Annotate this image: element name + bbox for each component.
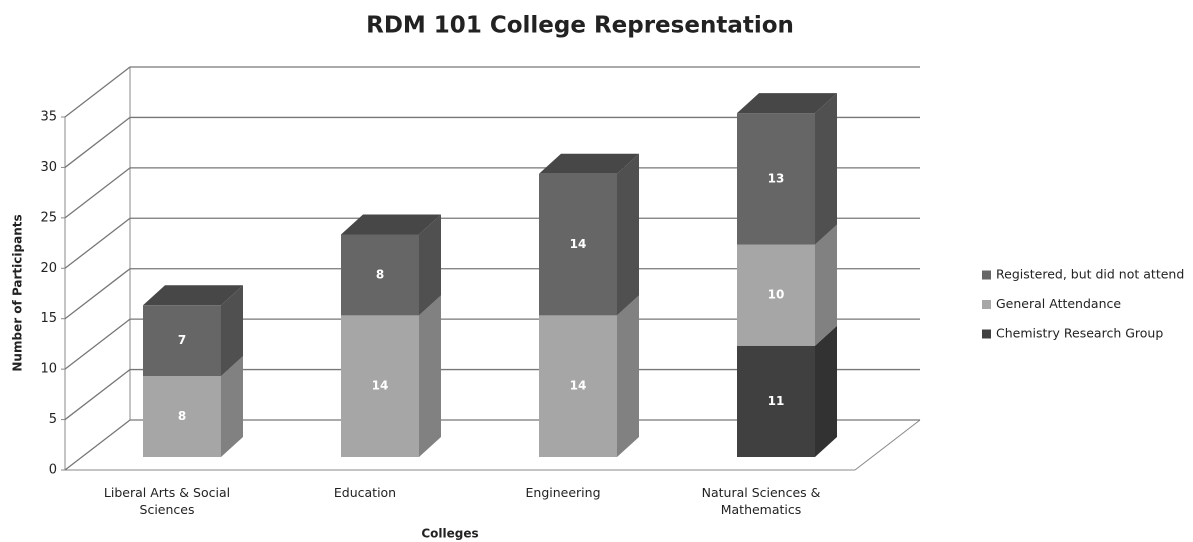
bar-segment bbox=[539, 295, 639, 457]
grid-line bbox=[64, 318, 920, 370]
data-label: 14 bbox=[570, 379, 587, 393]
grid-line bbox=[64, 66, 920, 118]
bar-front bbox=[143, 305, 221, 377]
y-tick-label: 10 bbox=[40, 362, 57, 377]
grid-line bbox=[64, 419, 920, 471]
bar-segment bbox=[341, 214, 441, 316]
legend-swatch bbox=[982, 329, 991, 339]
bar-segment bbox=[737, 325, 837, 457]
grid-line bbox=[64, 116, 920, 168]
bar-side bbox=[221, 356, 243, 457]
legend-label: General Attendance bbox=[996, 296, 1121, 311]
x-axis-label: Colleges bbox=[421, 527, 478, 541]
x-tick-label: Natural Sciences & Mathematics bbox=[701, 485, 821, 517]
data-label: 11 bbox=[768, 394, 785, 408]
data-label: 10 bbox=[768, 288, 785, 302]
bar-side bbox=[221, 285, 243, 377]
x-tick-label: Engineering bbox=[525, 485, 601, 500]
bar-side bbox=[617, 295, 639, 457]
grid-line bbox=[64, 268, 920, 320]
bar-segment bbox=[341, 295, 441, 457]
bar-side bbox=[815, 325, 837, 457]
bar-front bbox=[341, 315, 419, 457]
legend-swatch bbox=[982, 300, 991, 309]
bar-top bbox=[143, 285, 243, 306]
bar-top bbox=[737, 93, 837, 114]
x-tick-label: Education bbox=[333, 485, 397, 500]
data-label: 8 bbox=[178, 409, 186, 423]
y-axis-label: Number of Participants bbox=[11, 214, 25, 371]
bar-front bbox=[737, 244, 815, 346]
bar-top bbox=[539, 153, 639, 174]
y-tick-label: 0 bbox=[49, 463, 57, 478]
data-label: 13 bbox=[768, 171, 785, 185]
bar-front bbox=[737, 113, 815, 245]
bar-front bbox=[539, 173, 617, 316]
data-label: 7 bbox=[178, 333, 186, 347]
y-tick-label: 35 bbox=[40, 110, 57, 125]
grid-line bbox=[64, 167, 920, 219]
bar-segment bbox=[143, 285, 243, 377]
bar-segment bbox=[737, 224, 837, 346]
bar-front bbox=[737, 345, 815, 457]
bar-side bbox=[815, 224, 837, 346]
y-tick-label: 30 bbox=[40, 160, 57, 175]
legend-label: Registered, but did not attend bbox=[996, 267, 1184, 282]
y-tick-label: 20 bbox=[40, 261, 57, 276]
data-label: 14 bbox=[570, 237, 587, 251]
x-tick-label: Liberal Arts & Social Sciences bbox=[103, 485, 231, 517]
y-tick-label: 15 bbox=[40, 311, 57, 326]
legend-label: Chemistry Research Group bbox=[996, 326, 1163, 341]
bar-segment bbox=[143, 356, 243, 457]
bar-segment bbox=[737, 93, 837, 245]
chart-title: RDM 101 College Representation bbox=[366, 13, 794, 39]
legend-swatch bbox=[982, 270, 991, 280]
bar-front bbox=[539, 315, 617, 457]
bar-front bbox=[341, 234, 419, 316]
data-label: 14 bbox=[372, 379, 389, 393]
bar-side bbox=[419, 295, 441, 457]
grid-line bbox=[64, 368, 920, 421]
bar-side bbox=[419, 214, 441, 316]
y-tick-label: 5 bbox=[49, 412, 57, 427]
bar-segment bbox=[539, 153, 639, 316]
bar-top bbox=[341, 214, 441, 235]
grid-line bbox=[64, 217, 920, 269]
data-label: 8 bbox=[376, 267, 384, 281]
y-tick-label: 25 bbox=[40, 210, 57, 225]
bar-side bbox=[815, 93, 837, 245]
bar-front bbox=[143, 376, 221, 457]
floor-edge bbox=[854, 419, 921, 471]
bar-side bbox=[617, 153, 639, 316]
